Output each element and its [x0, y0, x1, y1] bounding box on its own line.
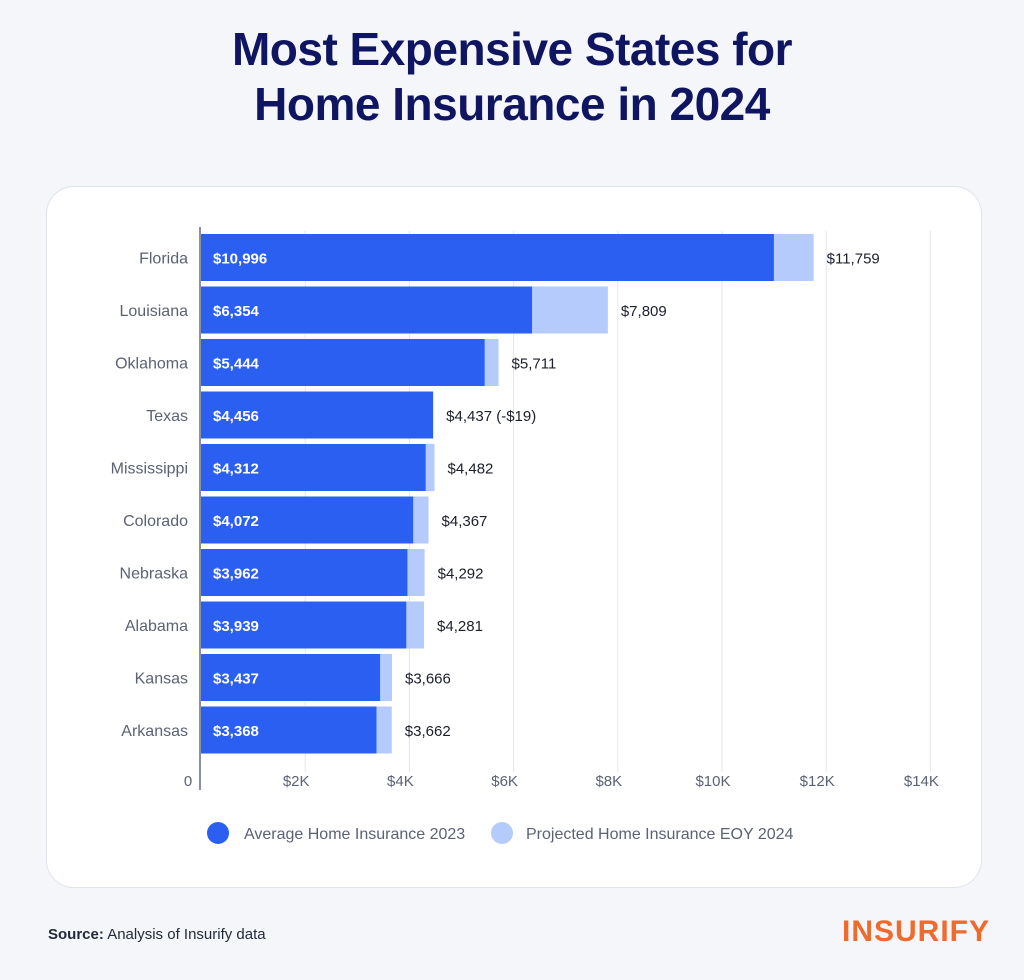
data-label-2024: $3,666	[405, 671, 451, 688]
legend-label-2023: Average Home Insurance 2023	[244, 826, 465, 843]
y-category-label: Alabama	[125, 618, 188, 635]
data-label-2024: $3,662	[405, 723, 451, 740]
data-label-2023: $4,456	[213, 408, 259, 425]
legend-label-2024: Projected Home Insurance EOY 2024	[526, 826, 794, 843]
data-label-2023: $3,962	[213, 566, 259, 583]
source-text: Analysis of Insurify data	[107, 926, 266, 943]
chart-card: 0 $2K $4K $6K $8K $10K $12K $14K Florida $10,996 $…	[46, 186, 982, 888]
y-category-label: Oklahoma	[115, 356, 188, 373]
legend-marker-2024	[491, 822, 513, 844]
insurify-logo: INSURIFY	[842, 915, 991, 948]
data-label-2024: $11,759	[827, 251, 880, 268]
data-label-2023: $10,996	[213, 251, 267, 268]
chart-title-line-1: Most Expensive States for	[231, 23, 793, 75]
data-label-2024: $4,292	[438, 566, 484, 583]
x-tick-label: 0	[184, 773, 192, 790]
x-tick-label: $10K	[695, 773, 730, 790]
y-category-label: Nebraska	[120, 566, 189, 583]
bar-chart: 0 $2K $4K $6K $8K $10K $12K $14K Florida $10,996 $…	[111, 227, 939, 844]
bar-average-2023	[201, 234, 774, 281]
data-label-2024: $4,482	[448, 461, 494, 478]
source-label: Source:	[48, 926, 104, 943]
bar-average-2023	[201, 496, 414, 544]
x-tick-label: $4K	[387, 773, 414, 790]
data-label-2024: $5,711	[512, 356, 557, 373]
x-tick-label: $6K	[491, 773, 518, 790]
legend-marker-2023	[207, 822, 229, 844]
x-tick-label: $8K	[595, 773, 622, 790]
bar-average-2023	[201, 706, 377, 754]
chart-title-line-2: Home Insurance in 2024	[254, 78, 770, 130]
y-category-label: Arkansas	[121, 723, 188, 740]
data-label-2024: $4,437 (-$19)	[446, 408, 536, 425]
data-label-2024: $4,281	[437, 618, 483, 635]
data-label-2023: $5,444	[213, 356, 260, 373]
data-label-2023: $3,939	[213, 618, 259, 635]
x-tick-label: $2K	[283, 773, 310, 790]
x-tick-label: $14K	[904, 773, 939, 790]
bar-average-2023	[201, 444, 426, 491]
source-note: Source: Analysis of Insurify data	[48, 926, 266, 943]
y-category-label: Kansas	[135, 671, 188, 688]
bar-average-2023	[201, 654, 381, 701]
bar-average-2023	[201, 286, 533, 334]
data-label-2023: $4,312	[213, 461, 259, 478]
data-label-2023: $3,368	[213, 723, 259, 740]
bar-average-2023	[201, 391, 434, 439]
bar-average-2023	[201, 549, 408, 596]
x-tick-label: $12K	[800, 773, 835, 790]
data-label-2023: $6,354	[213, 303, 260, 320]
data-label-2024: $7,809	[621, 303, 667, 320]
chart-title: Most Expensive States for Home Insurance…	[0, 22, 1024, 132]
y-category-label: Louisiana	[120, 303, 189, 320]
data-label-2023: $3,437	[213, 671, 259, 688]
data-label-2024: $4,367	[442, 513, 488, 530]
y-category-label: Texas	[146, 408, 188, 425]
bar-average-2023	[201, 339, 485, 386]
data-label-2023: $4,072	[213, 513, 259, 530]
y-category-label: Mississippi	[111, 461, 188, 478]
y-category-label: Colorado	[123, 513, 188, 530]
y-category-label: Florida	[139, 251, 188, 268]
bar-average-2023	[201, 601, 407, 649]
